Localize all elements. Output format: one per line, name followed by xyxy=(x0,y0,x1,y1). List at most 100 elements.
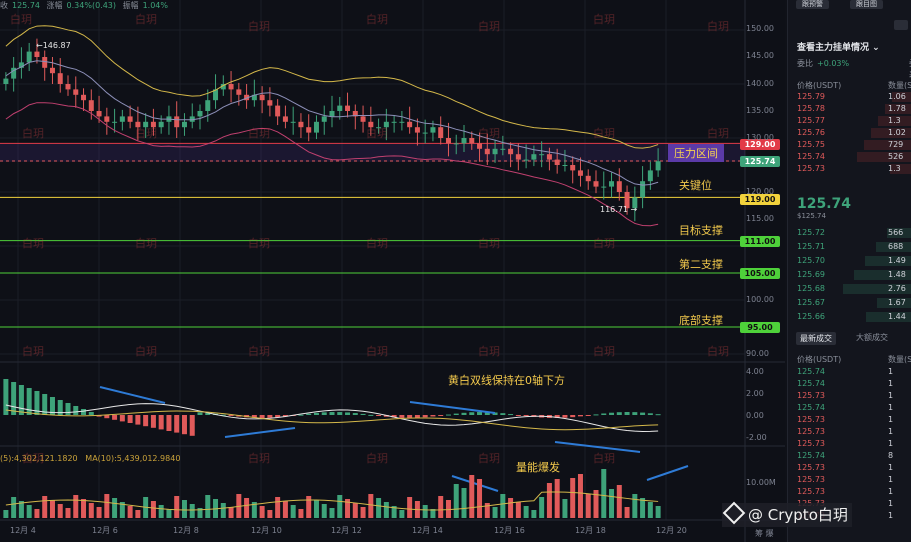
macd-bar xyxy=(577,415,583,417)
volume-bar xyxy=(601,469,607,518)
orderbook-title[interactable]: 查看主力挂单情况 ⌄ xyxy=(797,43,880,53)
tab-large-trades[interactable]: 大额成交 xyxy=(856,333,888,342)
volume-bar xyxy=(104,494,110,518)
low-marker: 116.71 → xyxy=(600,205,638,214)
ask-row[interactable]: 125.74 526 xyxy=(788,151,911,163)
bid-row[interactable]: 125.66 1.44 xyxy=(788,311,911,323)
macd-bar xyxy=(306,413,312,415)
brand-watermark: @ Crypto白玥 xyxy=(722,501,852,527)
last-price-usd: $125.74 xyxy=(797,212,826,220)
macd-bar xyxy=(3,379,9,415)
volume-bar xyxy=(251,502,257,518)
candle-body xyxy=(306,127,312,133)
amp-label: 振幅 xyxy=(122,1,139,10)
candle-body xyxy=(647,170,653,182)
trade-qty: 1 xyxy=(888,403,894,412)
volume-bar xyxy=(135,510,141,518)
candle-body xyxy=(601,186,607,188)
macd-bar xyxy=(112,415,118,420)
ask-qty: 1.02 xyxy=(888,128,906,137)
x-tick: 12月 4 xyxy=(10,526,36,535)
bid-row[interactable]: 125.71 688 xyxy=(788,241,911,253)
candle-body xyxy=(26,51,32,63)
macd-bar xyxy=(469,412,475,415)
depth-bar xyxy=(876,242,911,252)
macd-tick: 4.00 xyxy=(746,367,764,376)
bottom-partial-text: 筹 爆 xyxy=(755,529,774,538)
candle-body xyxy=(523,159,529,161)
bottom-support-label: 底部支撑 xyxy=(679,314,723,327)
candle-body xyxy=(445,138,451,144)
chart-area[interactable]: 收 125.74 涨幅 0.34%(0.43) 振幅 1.04% ←146.87 11… xyxy=(0,0,785,542)
ask-row[interactable]: 125.79 1.06 xyxy=(788,91,911,103)
volume-bar xyxy=(562,499,568,518)
volume-bar xyxy=(345,499,351,518)
macd-bar xyxy=(655,414,661,416)
ask-row[interactable]: 125.75 729 xyxy=(788,139,911,151)
tab-latest-trades[interactable]: 最新成交 xyxy=(796,332,836,345)
volume-bar xyxy=(616,485,622,518)
candle-body xyxy=(244,94,250,101)
chart-button[interactable]: 跟目图 xyxy=(850,0,883,9)
ask-row[interactable]: 125.76 1.02 xyxy=(788,127,911,139)
candle-body xyxy=(259,94,265,101)
volume-bar xyxy=(640,498,646,518)
volume-bar xyxy=(205,495,211,518)
ask-row[interactable]: 125.77 1.3 xyxy=(788,115,911,127)
price-tag-key: 119.00 xyxy=(740,194,780,205)
macd-bar xyxy=(251,415,257,418)
macd-bar xyxy=(500,413,506,415)
ask-row[interactable]: 125.78 1.78 xyxy=(788,103,911,115)
macd-bar xyxy=(477,412,483,415)
alert-button[interactable]: 跟预警 xyxy=(796,0,829,9)
volume-ma-line xyxy=(5,491,659,511)
ask-price: 125.78 xyxy=(797,104,825,113)
macd-bar xyxy=(585,415,591,416)
candle-body xyxy=(500,148,506,150)
volume-bar xyxy=(313,500,319,518)
y-tick: 145.00 xyxy=(746,51,774,60)
candle-body xyxy=(399,121,405,123)
trade-price: 125.73 xyxy=(797,427,825,436)
bid-row[interactable]: 125.68 2.76 xyxy=(788,283,911,295)
candle-body xyxy=(570,165,576,171)
trade-qty: 1 xyxy=(888,427,894,436)
candle-body xyxy=(360,116,366,122)
macd-bar xyxy=(321,412,327,415)
candle-body xyxy=(593,181,599,187)
volume-bar xyxy=(593,490,599,518)
y-tick: 100.00 xyxy=(746,295,774,304)
macd-bar xyxy=(174,415,180,433)
candlestick-chart[interactable] xyxy=(0,0,785,542)
bid-row[interactable]: 125.72 566 xyxy=(788,227,911,239)
candle-body xyxy=(407,121,413,128)
y-tick: 115.00 xyxy=(746,214,774,223)
candle-body xyxy=(220,84,226,90)
settings-icon[interactable] xyxy=(894,20,908,30)
candle-body xyxy=(484,148,490,155)
trade-row: 125.74 1 xyxy=(788,366,911,378)
bid-row[interactable]: 125.70 1.49 xyxy=(788,255,911,267)
bid-row[interactable]: 125.69 1.48 xyxy=(788,269,911,281)
orderbook-header: 价格(USDT)数量(SOL) xyxy=(797,81,911,90)
x-tick: 12月 20 xyxy=(656,526,687,535)
candle-body xyxy=(135,121,141,128)
volume-bar xyxy=(150,501,156,518)
bid-row[interactable]: 125.67 1.67 xyxy=(788,297,911,309)
price-tag-target: 111.00 xyxy=(740,236,780,247)
volume-bar xyxy=(42,496,48,518)
macd-bar xyxy=(329,412,335,415)
ask-price: 125.79 xyxy=(797,92,825,101)
trade-qty: 8 xyxy=(888,451,894,460)
volume-bar xyxy=(88,503,94,518)
annotation-arrow xyxy=(224,427,296,438)
volume-bar xyxy=(18,501,24,518)
change-label: 涨幅 xyxy=(46,1,63,10)
candle-body xyxy=(267,100,273,106)
ask-row[interactable]: 125.73 1.3 xyxy=(788,163,911,175)
key-level-label: 关键位 xyxy=(679,179,712,192)
candle-body xyxy=(616,181,622,192)
trade-qty: 1 xyxy=(888,439,894,448)
macd-bar xyxy=(515,415,521,416)
bid-qty: 1.49 xyxy=(888,256,906,265)
